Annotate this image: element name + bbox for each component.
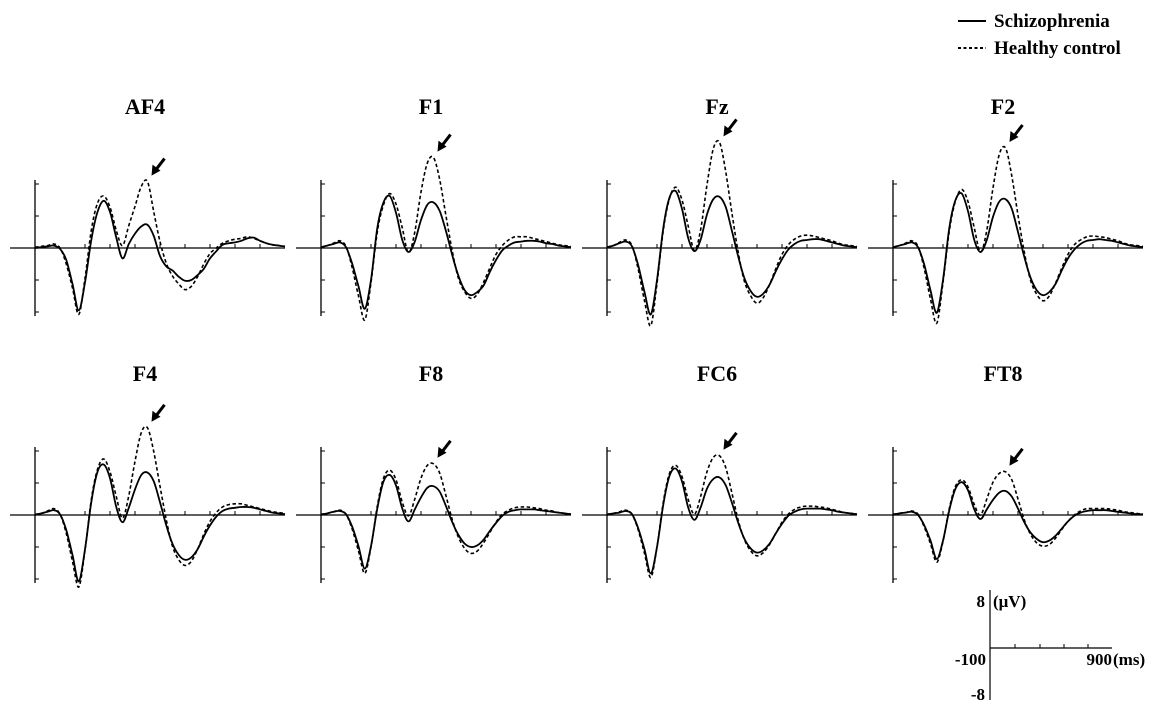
legend-label-schizophrenia: Schizophrenia [994,11,1110,32]
peak-arrow-icon [151,157,166,176]
panel-title-fz: Fz [705,94,728,119]
legend-label-healthy-control: Healthy control [994,38,1121,59]
scale-bar-y-max-label: 8 [977,592,986,611]
peak-arrow-icon [723,431,738,450]
series-line-healthy-control [606,454,858,579]
series-line-schizophrenia [606,467,858,575]
peak-arrow-icon [151,403,166,422]
series-line-schizophrenia [892,481,1144,560]
panel-f4: F4 [10,361,286,588]
panel-title-f1: F1 [419,94,443,119]
legend: Schizophrenia Healthy control [958,11,1121,59]
series-line-healthy-control [320,462,572,575]
peak-arrow-icon [437,133,452,152]
series-line-healthy-control [606,139,858,327]
peak-arrow-icon [723,118,738,137]
peak-arrow-icon [1009,447,1024,466]
panel-fz: Fz [582,94,858,327]
series-line-healthy-control [320,155,572,321]
scale-bar-y-min-label: -8 [971,685,985,704]
panel-title-af4: AF4 [125,94,165,119]
panel-title-f4: F4 [133,361,157,386]
scale-bar-x-unit: (ms) [1113,650,1145,669]
series-line-schizophrenia [34,463,286,583]
series-line-schizophrenia [320,194,572,310]
scale-bar-y-unit: (μV) [993,592,1026,611]
series-line-schizophrenia [606,189,858,316]
panel-f2: F2 [868,94,1144,325]
scale-bar-x-max-label: 900 [1087,650,1113,669]
series-line-healthy-control [892,145,1144,325]
series-line-healthy-control [34,179,286,316]
peak-arrow-icon [1009,124,1024,142]
panel-f1: F1 [296,94,572,321]
panel-title-ft8: FT8 [983,361,1022,386]
panel-title-f2: F2 [991,94,1015,119]
panel-title-f8: F8 [419,361,443,386]
series-line-healthy-control [892,470,1144,564]
series-line-healthy-control [34,425,286,588]
panel-fc6: FC6 [582,361,858,583]
scale-bar: 8 (μV) -100 900 (ms) -8 [955,590,1145,704]
series-line-schizophrenia [320,473,572,570]
scale-bar-x-min-label: -100 [955,650,986,669]
series-line-schizophrenia [892,192,1144,314]
panel-f8: F8 [296,361,572,583]
panel-title-fc6: FC6 [697,361,737,386]
erp-panels: AF4 F1 Fz F2 F4 F8 FC6 FT8 [10,94,1144,588]
series-line-schizophrenia [34,199,286,312]
panel-ft8: FT8 [868,361,1144,583]
panel-af4: AF4 [10,94,286,316]
peak-arrow-icon [437,439,452,458]
